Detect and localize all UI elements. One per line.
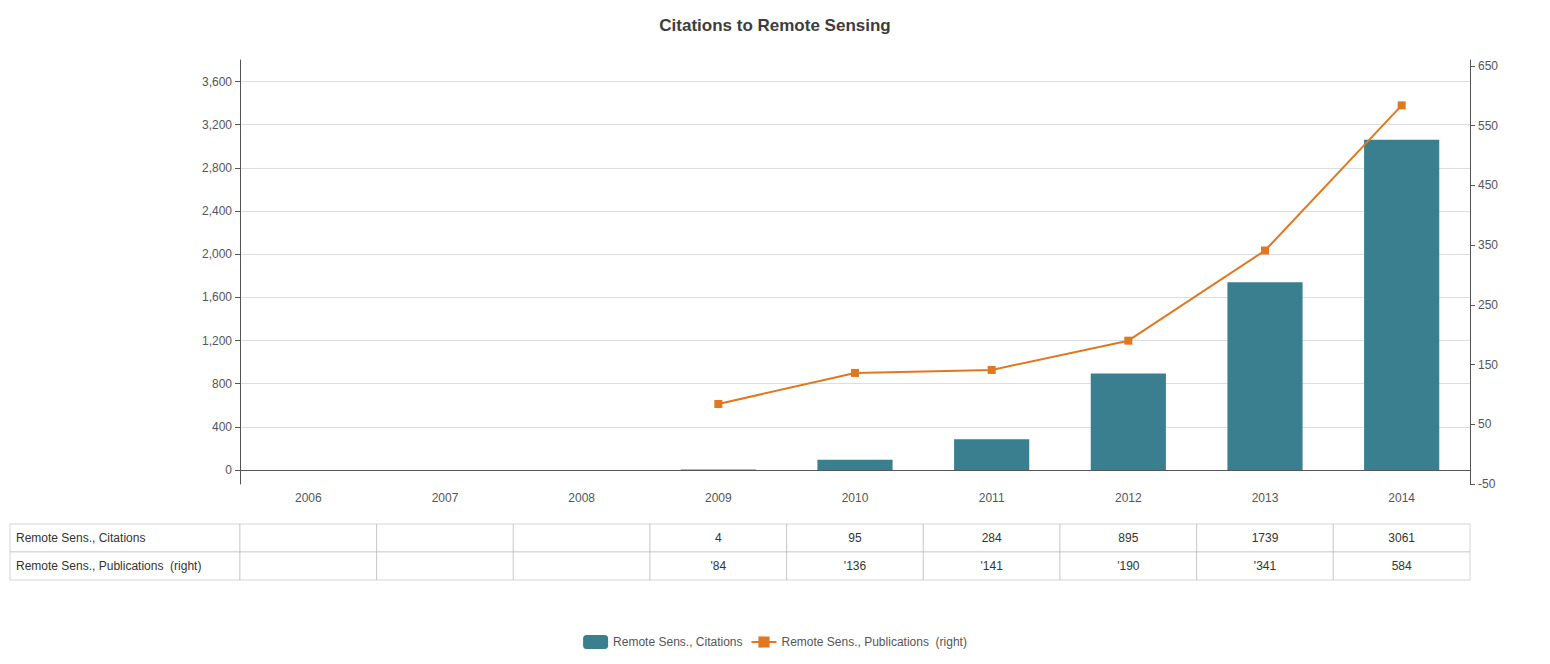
svg-text:895: 895 [1118,531,1138,545]
svg-text:2012: 2012 [1115,491,1142,505]
svg-text:95: 95 [848,531,862,545]
svg-text:'84: '84 [711,559,727,573]
svg-text:-50: -50 [1478,477,1496,491]
svg-text:3061: 3061 [1388,531,1415,545]
svg-text:2,400: 2,400 [202,204,232,218]
svg-text:250: 250 [1478,298,1498,312]
svg-text:'190: '190 [1117,559,1140,573]
svg-text:550: 550 [1478,119,1498,133]
svg-text:'341: '341 [1254,559,1277,573]
svg-text:2007: 2007 [432,491,459,505]
svg-text:'141: '141 [981,559,1004,573]
svg-text:2,000: 2,000 [202,247,232,261]
svg-text:0: 0 [225,463,232,477]
svg-text:650: 650 [1478,59,1498,73]
svg-text:4: 4 [715,531,722,545]
svg-text:'136: '136 [844,559,867,573]
svg-text:350: 350 [1478,238,1498,252]
svg-text:2,800: 2,800 [202,161,232,175]
svg-text:284: 284 [982,531,1002,545]
svg-text:150: 150 [1478,358,1498,372]
svg-text:2011: 2011 [979,491,1005,505]
svg-text:50: 50 [1478,417,1492,431]
svg-text:Citations to Remote Sensing: Citations to Remote Sensing [659,16,890,35]
svg-text:2013: 2013 [1252,491,1279,505]
svg-text:2008: 2008 [568,491,595,505]
svg-text:800: 800 [212,377,232,391]
svg-text:1,200: 1,200 [202,334,232,348]
svg-text:2014: 2014 [1388,491,1415,505]
svg-text:2010: 2010 [842,491,869,505]
svg-text:1739: 1739 [1252,531,1279,545]
svg-text:Remote Sens., Publications (r: Remote Sens., Publications (right) [16,559,201,573]
svg-text:1,600: 1,600 [202,290,232,304]
svg-text:3,600: 3,600 [202,75,232,89]
svg-text:584: 584 [1392,559,1412,573]
svg-text:2009: 2009 [705,491,732,505]
svg-text:Remote Sens., Citations: Remote Sens., Citations [16,531,145,545]
svg-text:2006: 2006 [295,491,322,505]
svg-text:3,200: 3,200 [202,118,232,132]
svg-text:Remote Sens., Publications (r: Remote Sens., Publications (right) [781,635,966,649]
svg-text:400: 400 [212,420,232,434]
svg-text:450: 450 [1478,178,1498,192]
svg-text:Remote Sens., Citations: Remote Sens., Citations [613,635,742,649]
